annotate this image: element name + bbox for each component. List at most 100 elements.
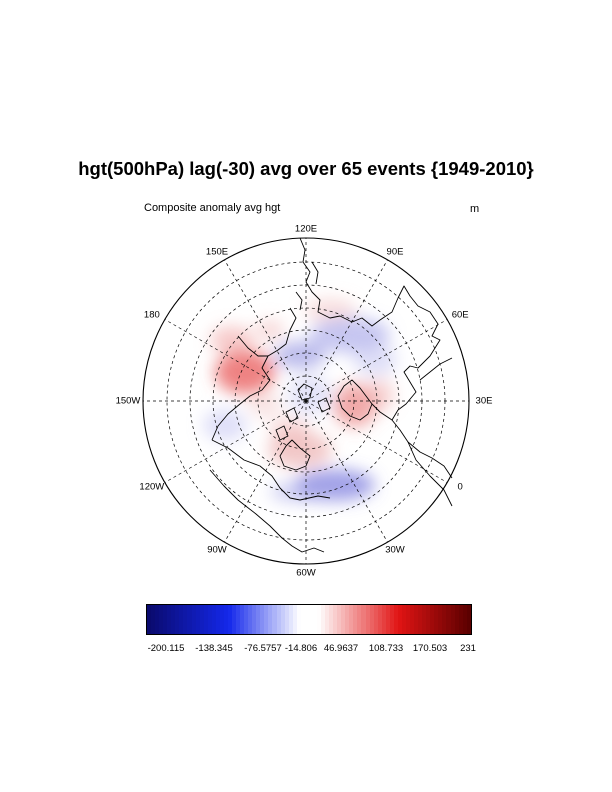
longitude-label: 30W xyxy=(385,544,405,556)
colorbar-segment xyxy=(438,605,443,634)
colorbar-segment xyxy=(284,605,289,634)
plot-title: hgt(500hPa) lag(-30) avg over 65 events … xyxy=(78,158,534,179)
colorbar-segment xyxy=(385,605,390,634)
colorbar-segment xyxy=(215,605,220,634)
colorbar-segment xyxy=(434,605,439,634)
colorbar-segment xyxy=(329,605,334,634)
colorbar-segment xyxy=(345,605,350,634)
colorbar-segment xyxy=(264,605,269,634)
colorbar-segment xyxy=(377,605,382,634)
colorbar-segment xyxy=(199,605,204,634)
colorbar-segment xyxy=(304,605,309,634)
colorbar-tick-label: 46.9637 xyxy=(323,643,359,654)
longitude-label: 90W xyxy=(207,544,227,556)
colorbar-tick-label: 231 xyxy=(460,643,476,654)
longitude-label: 60E xyxy=(451,309,469,321)
colorbar-segment xyxy=(260,605,265,634)
colorbar-segment xyxy=(349,605,354,634)
colorbar-segment xyxy=(248,605,253,634)
colorbar-tick-label: 170.503 xyxy=(412,643,448,654)
longitude-label: 90E xyxy=(386,246,404,258)
plot-subtitle: Composite anomaly avg hgt xyxy=(144,202,281,214)
colorbar-segment xyxy=(308,605,313,634)
longitude-gridlines xyxy=(143,238,469,564)
colorbar-segment xyxy=(333,605,338,634)
longitude-label: 150E xyxy=(205,246,229,258)
colorbar-segment xyxy=(389,605,394,634)
colorbar-segment xyxy=(236,605,241,634)
colorbar-segment xyxy=(231,605,237,634)
colorbar-tick-label: -200.115 xyxy=(147,643,185,654)
colorbar-segment xyxy=(430,605,435,634)
colorbar-segment xyxy=(369,605,374,634)
colorbar-segment xyxy=(147,605,152,634)
colorbar-segment xyxy=(187,605,192,634)
colorbar-segment xyxy=(288,605,293,634)
longitude-label: 120E xyxy=(294,223,318,235)
colorbar-segment xyxy=(292,605,297,634)
colorbar-segment xyxy=(240,605,245,634)
colorbar-segment xyxy=(207,605,212,634)
colorbar-segment xyxy=(223,605,228,634)
colorbar-tick-label: -138.345 xyxy=(195,643,233,654)
colorbar-segment xyxy=(401,605,406,634)
colorbar-segment xyxy=(155,605,160,634)
colorbar-segment xyxy=(191,605,196,634)
colorbar-segment xyxy=(163,605,168,634)
colorbar-segment xyxy=(219,605,224,634)
colorbar-segment xyxy=(357,605,362,634)
colorbar-segment xyxy=(454,605,459,634)
colorbar-segment xyxy=(171,605,176,634)
colorbar-segment xyxy=(151,605,156,634)
colorbar-segment xyxy=(450,605,455,634)
anomaly-negative-siberia xyxy=(310,317,390,353)
colorbar-segment xyxy=(446,605,451,634)
colorbar-segment xyxy=(414,605,419,634)
colorbar-segment xyxy=(256,605,261,634)
colorbar-segment xyxy=(462,605,467,634)
colorbar-segment xyxy=(280,605,285,634)
colorbar-segment xyxy=(316,605,322,634)
colorbar-segment xyxy=(337,605,342,634)
colorbar-segment xyxy=(300,605,305,634)
longitude-label: 60W xyxy=(296,567,316,579)
longitude-label: 0 xyxy=(457,481,463,493)
colorbar-segment xyxy=(393,605,398,634)
colorbar-segment xyxy=(227,605,232,634)
map-boundary xyxy=(142,237,470,565)
colorbar-segment xyxy=(179,605,184,634)
colorbar-segment xyxy=(159,605,164,634)
colorbar-segment xyxy=(167,605,172,634)
anomaly-positive-pacific xyxy=(215,350,275,394)
longitude-label: 120W xyxy=(139,481,165,493)
colorbar-segment xyxy=(381,605,386,634)
colorbar-segment xyxy=(466,605,471,634)
colorbar xyxy=(146,604,472,635)
colorbar-segment xyxy=(325,605,330,634)
colorbar-segment xyxy=(321,605,326,634)
colorbar-segment xyxy=(203,605,208,634)
colorbar-segment xyxy=(418,605,423,634)
colorbar-segment xyxy=(276,605,281,634)
colorbar-segment xyxy=(426,605,431,634)
colorbar-segment xyxy=(183,605,188,634)
colorbar-segment xyxy=(410,605,415,634)
colorbar-segment xyxy=(365,605,370,634)
colorbar-segment xyxy=(373,605,378,634)
colorbar-segment xyxy=(312,605,317,634)
anomaly-field xyxy=(203,298,397,502)
coastlines xyxy=(209,237,453,553)
colorbar-segment xyxy=(458,605,463,634)
colorbar-segment xyxy=(175,605,180,634)
colorbar-tick-label: -14.806 xyxy=(284,643,318,654)
colorbar-segment xyxy=(422,605,427,634)
colorbar-segment xyxy=(353,605,358,634)
longitude-label: 150W xyxy=(115,395,141,407)
colorbar-segment xyxy=(272,605,277,634)
colorbar-segment xyxy=(211,605,216,634)
longitude-label: 30E xyxy=(475,395,493,407)
colorbar-segment xyxy=(296,605,301,634)
colorbar-segment xyxy=(268,605,273,634)
colorbar-segment xyxy=(195,605,200,634)
colorbar-tick-label: -76.5757 xyxy=(244,643,282,654)
